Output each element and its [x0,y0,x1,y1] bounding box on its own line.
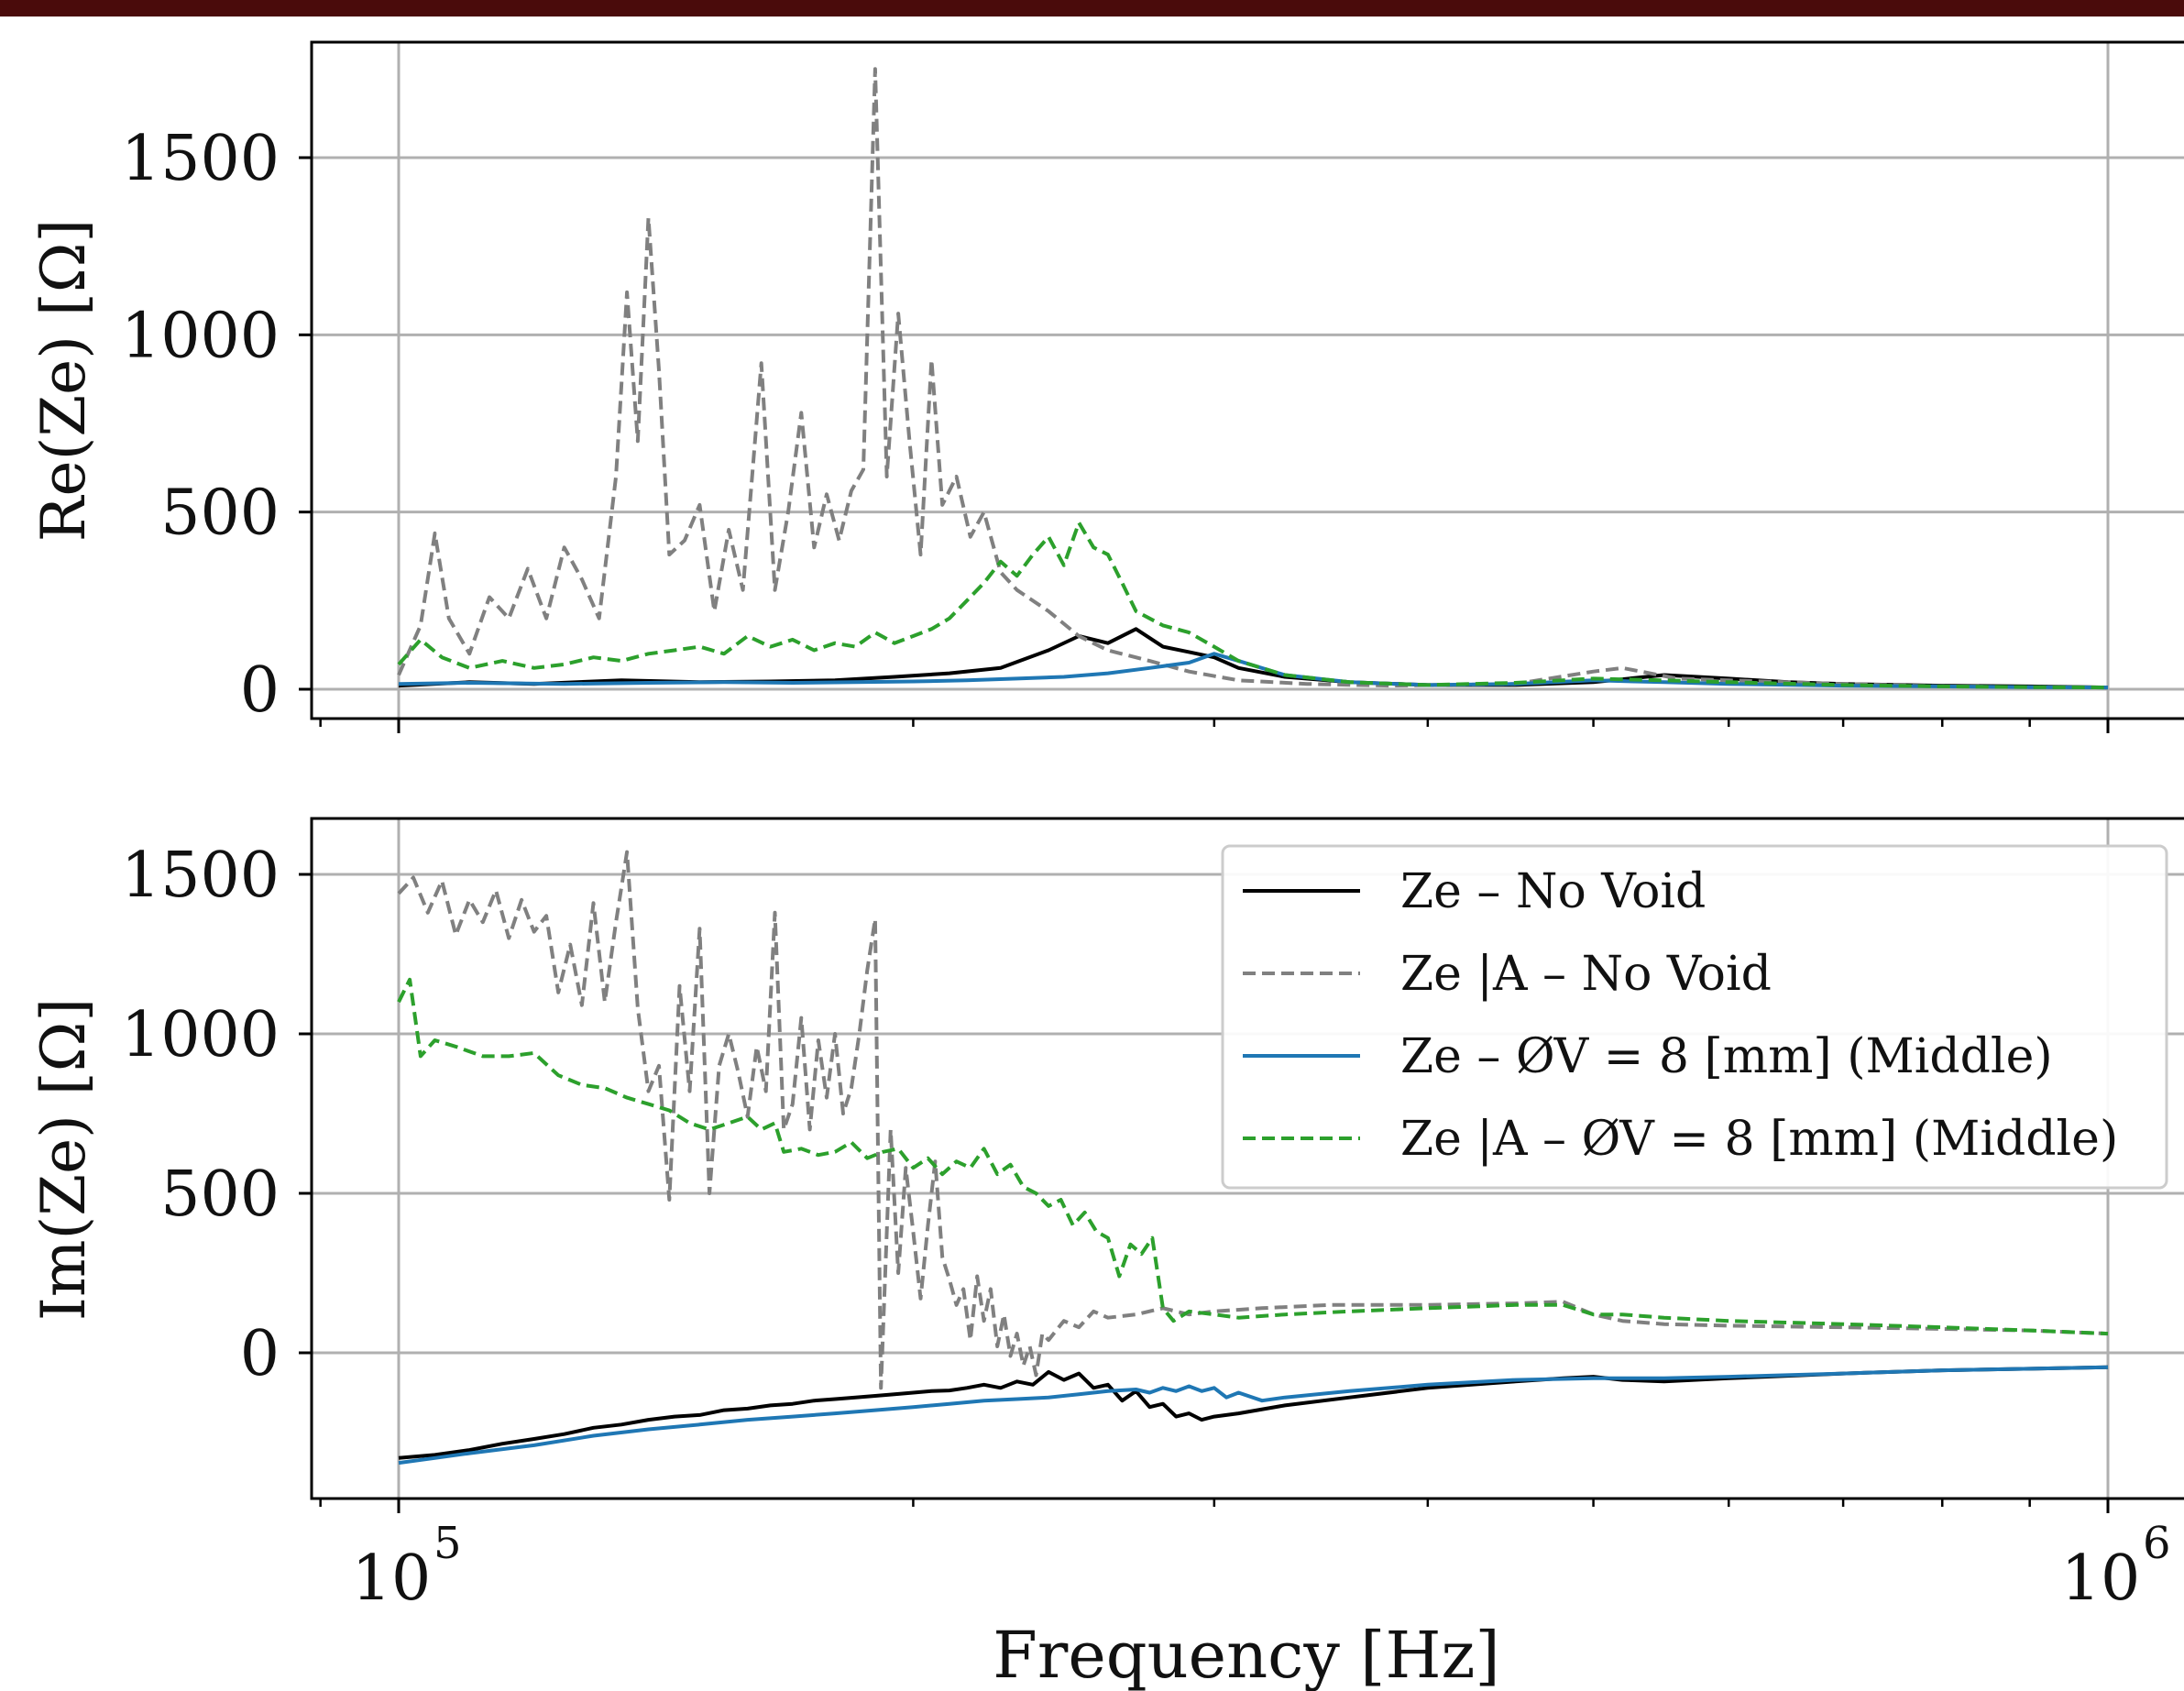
imag-series-lines [397,850,2109,1466]
real-part-panel: 0 500 1000 1500 Re(Ze) [Ω] [28,40,2184,733]
y-tick-label: 0 [240,654,280,727]
real-series-lines [397,67,2109,690]
y-tick-label: 1000 [121,300,280,372]
y-tick-label: 0 [240,1318,280,1390]
imag-axes-frame [310,817,2184,1500]
legend-label: Ze |A – No Void [1400,947,1772,1002]
legend-box [1221,844,2168,1190]
legend-items: Ze – No Void Ze |A – No Void Ze – ØV = 8 [… [1243,864,2118,1167]
y-tick-label: 1500 [121,840,280,912]
real-ticks: 0 500 1000 1500 [121,123,2110,733]
top-band [0,0,2184,16]
y-tick-label: 1000 [121,999,280,1071]
imag-series-no-void-A [397,850,2109,1390]
legend-label: Ze |A – ØV = 8 [mm] (Middle) [1400,1112,2118,1167]
imag-series-void [398,1365,2109,1466]
x-tick-label: 10 [2061,1543,2141,1615]
real-axes-frame [310,40,2184,720]
legend: Ze – No Void Ze |A – No Void Ze – ØV = 8 [… [1221,844,2168,1190]
real-grid [312,42,2184,719]
legend-label: Ze – ØV = 8 [mm] (Middle) [1400,1029,2053,1084]
imag-y-axis-label: Im(Ze) [Ω] [28,998,99,1321]
real-series-no-void-A [397,67,2109,690]
x-tick-exponent: 6 [2143,1518,2171,1569]
imag-series-no-void [398,1365,2109,1460]
y-tick-label: 500 [160,1158,280,1231]
real-y-axis-label: Re(Ze) [Ω] [28,219,99,542]
legend-label: Ze – No Void [1400,864,1706,919]
x-tick-label: 10 [352,1543,432,1615]
imag-ticks: 0 500 1000 1500 [121,840,2110,1513]
x-axis-label: Frequency [Hz] [993,1618,1499,1691]
y-tick-label: 500 [160,478,280,550]
x-tick-labels: 10 5 10 6 [352,1518,2171,1615]
x-tick-exponent: 5 [434,1518,462,1569]
real-series-void-A [397,521,2109,690]
imag-series-void-A [397,977,2109,1336]
real-series-no-void [398,627,2109,690]
y-tick-label: 1500 [121,123,280,195]
